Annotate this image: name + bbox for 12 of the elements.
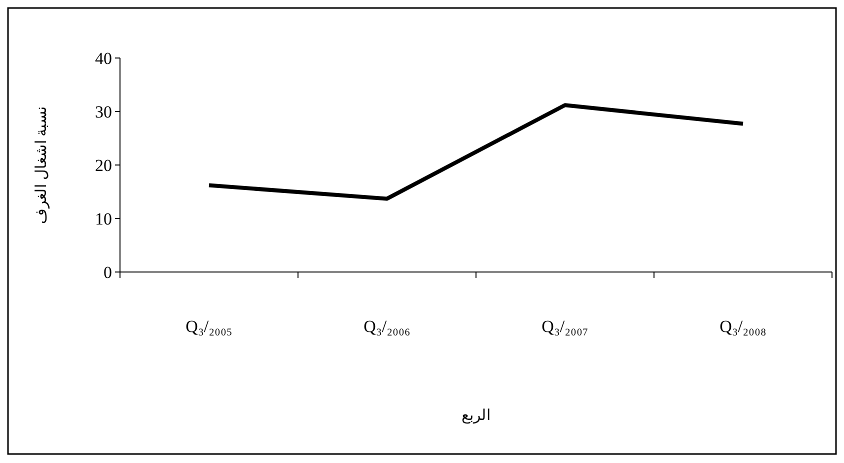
y-tick-label: 10 <box>95 210 112 228</box>
y-tick-label: 30 <box>95 102 112 122</box>
x-tick-label: Q₃/₂₀₀₈ <box>720 317 766 336</box>
y-tick-label: 20 <box>95 156 112 175</box>
x-tick-label: Q₃/₂₀₀₆ <box>364 317 410 336</box>
x-tick-label: Q₃/₂₀₀₅ <box>186 317 232 336</box>
line-series <box>207 103 745 201</box>
y-tick-label: 0 <box>104 263 112 282</box>
x-axis-title: الربع <box>462 408 490 424</box>
y-axis-title: نسبة اشغال الغرف <box>34 106 50 224</box>
x-tick-label: Q₃/₂₀₀₇ <box>542 317 588 336</box>
y-tick-label: 40 <box>95 49 112 68</box>
